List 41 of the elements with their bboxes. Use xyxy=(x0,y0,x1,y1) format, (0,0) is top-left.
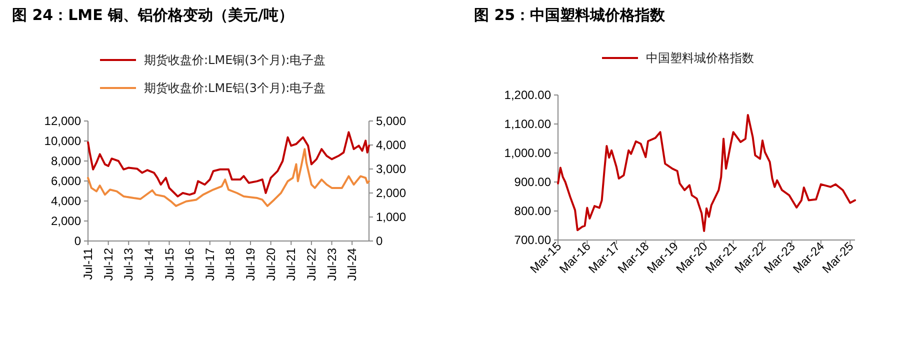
x-tick-label: Jul-12 xyxy=(101,248,116,281)
x-tick-label: Jul-21 xyxy=(284,248,298,281)
y-tick-label: 12,000 xyxy=(44,114,82,128)
legend-label: 期货收盘价:LME铜(3个月):电子盘 xyxy=(144,53,326,67)
y-tick-label: 700.00 xyxy=(514,233,552,247)
y2-tick-label: 0 xyxy=(376,234,383,248)
y-tick-label: 6,000 xyxy=(50,174,82,188)
x-tick-label: Jul-17 xyxy=(202,248,217,281)
line-series xyxy=(557,114,856,232)
y-tick-label: 800.00 xyxy=(514,204,552,218)
y-tick-label: 1,000.00 xyxy=(504,146,552,160)
chart-title: 图 24：LME 铜、铝价格变动（美元/吨） xyxy=(12,6,294,24)
x-tick-label: Jul-13 xyxy=(122,248,136,281)
y2-tick-label: 2,000 xyxy=(376,186,406,200)
x-tick-label: Jul-24 xyxy=(345,248,360,281)
x-tick-label: Jul-15 xyxy=(162,248,176,281)
y-tick-label: 1,100.00 xyxy=(504,117,552,131)
y2-tick-label: 5,000 xyxy=(376,114,406,128)
y-tick-label: 4,000 xyxy=(50,194,82,208)
line-series xyxy=(87,131,370,198)
x-tick-label: Jul-14 xyxy=(142,248,156,281)
legend-label: 中国塑料城价格指数 xyxy=(646,51,754,65)
y-tick-label: 900.00 xyxy=(514,175,552,189)
y2-tick-label: 4,000 xyxy=(376,138,406,152)
y2-tick-label: 3,000 xyxy=(376,162,406,176)
y-tick-label: 2,000 xyxy=(50,214,82,228)
y2-tick-label: 1,000 xyxy=(376,210,406,224)
x-tick-label: Jul-23 xyxy=(324,248,339,281)
x-tick-label: Jul-18 xyxy=(223,248,238,281)
line-series xyxy=(87,148,370,207)
y-tick-label: 10,000 xyxy=(44,134,82,148)
x-tick-label: Jul-11 xyxy=(81,248,95,280)
x-tick-label: Jul-16 xyxy=(182,248,197,281)
x-tick-label: Jul-22 xyxy=(304,248,318,281)
y-tick-label: 1,200.00 xyxy=(504,88,552,102)
y-tick-label: 8,000 xyxy=(50,154,82,168)
y-tick-label: 0 xyxy=(74,234,82,248)
legend-label: 期货收盘价:LME铝(3个月):电子盘 xyxy=(144,81,326,95)
x-tick-label: Jul-20 xyxy=(264,248,278,281)
x-tick-label: Jul-19 xyxy=(244,248,258,281)
chart-title: 图 25：中国塑料城价格指数 xyxy=(474,6,666,24)
